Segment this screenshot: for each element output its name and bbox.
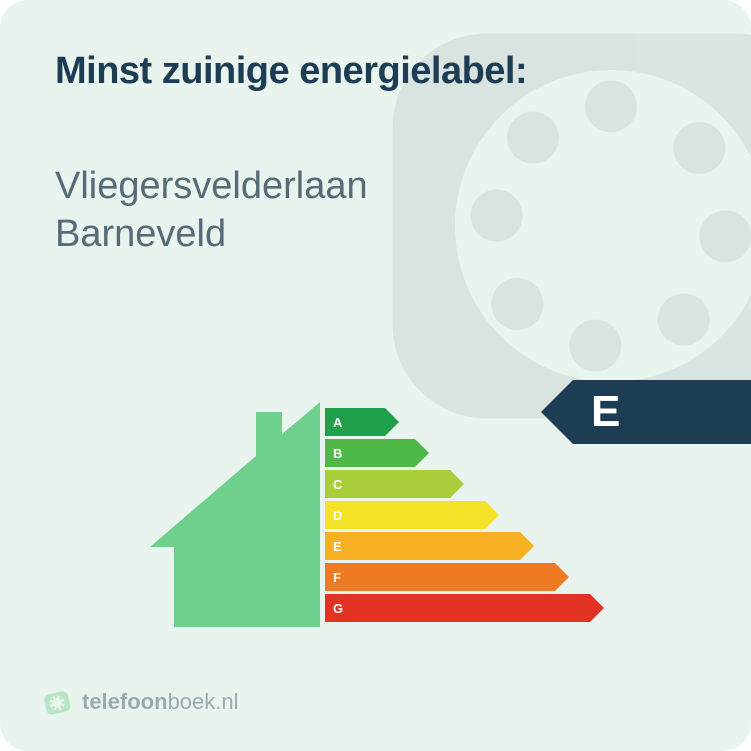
bar-b-arrow: [415, 439, 429, 467]
rotary-phone-icon: [42, 687, 72, 717]
bar-f-arrow: [555, 563, 569, 591]
footer-brand: telefoonboek.nl: [42, 687, 239, 717]
location-line-2: Barneveld: [55, 211, 696, 259]
bar-e: E: [325, 532, 590, 560]
bar-b-body: B: [325, 439, 415, 467]
bar-a-arrow: [385, 408, 399, 436]
card: Minst zuinige energielabel: Vliegersveld…: [0, 0, 751, 751]
bar-g-body: G: [325, 594, 590, 622]
bar-c-body: C: [325, 470, 450, 498]
bar-d: D: [325, 501, 590, 529]
bar-c: C: [325, 470, 590, 498]
house-icon: [150, 402, 320, 627]
selected-letter: E: [573, 380, 751, 444]
brand-bold: telefoon: [82, 689, 168, 714]
bar-e-arrow: [520, 532, 534, 560]
brand-text: telefoonboek.nl: [82, 689, 239, 715]
bar-c-arrow: [450, 470, 464, 498]
bar-f: F: [325, 563, 590, 591]
bar-d-body: D: [325, 501, 485, 529]
bar-g: G: [325, 594, 590, 622]
bar-d-arrow: [485, 501, 499, 529]
bar-e-body: E: [325, 532, 520, 560]
bar-f-body: F: [325, 563, 555, 591]
location-block: Vliegersvelderlaan Barneveld: [55, 163, 696, 258]
brand-thin: boek.nl: [168, 689, 239, 714]
selected-label-pointer: E: [541, 380, 751, 444]
bar-a-body: A: [325, 408, 385, 436]
location-line-1: Vliegersvelderlaan: [55, 163, 696, 211]
bar-g-arrow: [590, 594, 604, 622]
page-title: Minst zuinige energielabel:: [55, 50, 696, 93]
pointer-arrow-icon: [541, 380, 573, 444]
